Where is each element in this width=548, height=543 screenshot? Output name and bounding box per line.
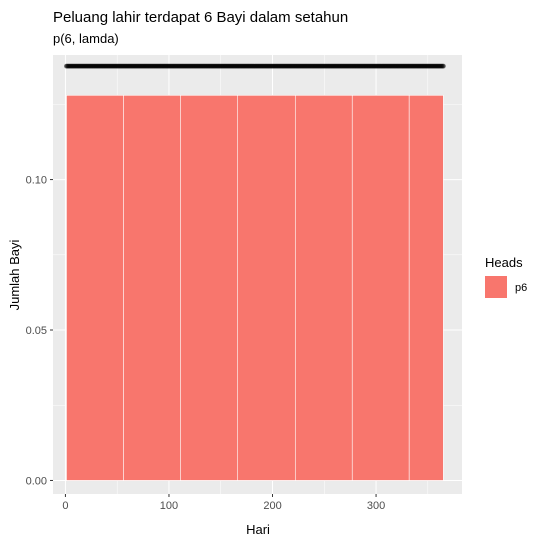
legend-key-p6: [485, 276, 507, 298]
y-tick-label: 0.05: [26, 325, 47, 337]
y-axis-title: Jumlah Bayi: [7, 239, 22, 310]
chart-title: Peluang lahir terdapat 6 Bayi dalam seta…: [53, 9, 348, 26]
chart-subtitle: p(6, lamda): [53, 31, 119, 46]
bar-1: [66, 95, 124, 481]
x-tick-label: 300: [367, 500, 385, 512]
x-tick-label: 0: [62, 500, 68, 512]
x-axis-ticks: 0 100 200 300: [62, 494, 385, 512]
bar-5: [294, 95, 353, 481]
bars: [66, 95, 444, 481]
data-point: [440, 63, 446, 69]
x-tick-label: 100: [160, 500, 178, 512]
y-tick-label: 0.00: [26, 475, 47, 487]
bar-6: [351, 95, 410, 481]
y-tick-label: 0.10: [26, 175, 47, 187]
bar-3: [180, 95, 238, 481]
legend-title: Heads: [485, 255, 523, 270]
x-axis-title: Hari: [246, 522, 270, 537]
legend-label-p6: p6: [515, 282, 527, 294]
x-tick-label: 200: [263, 500, 281, 512]
legend: Heads p6: [485, 255, 527, 298]
point-series: [64, 63, 446, 69]
y-axis-ticks: 0.00 0.05 0.10: [26, 175, 53, 487]
bar-4: [237, 95, 296, 481]
bar-2: [123, 95, 181, 481]
bar-7: [408, 95, 444, 481]
